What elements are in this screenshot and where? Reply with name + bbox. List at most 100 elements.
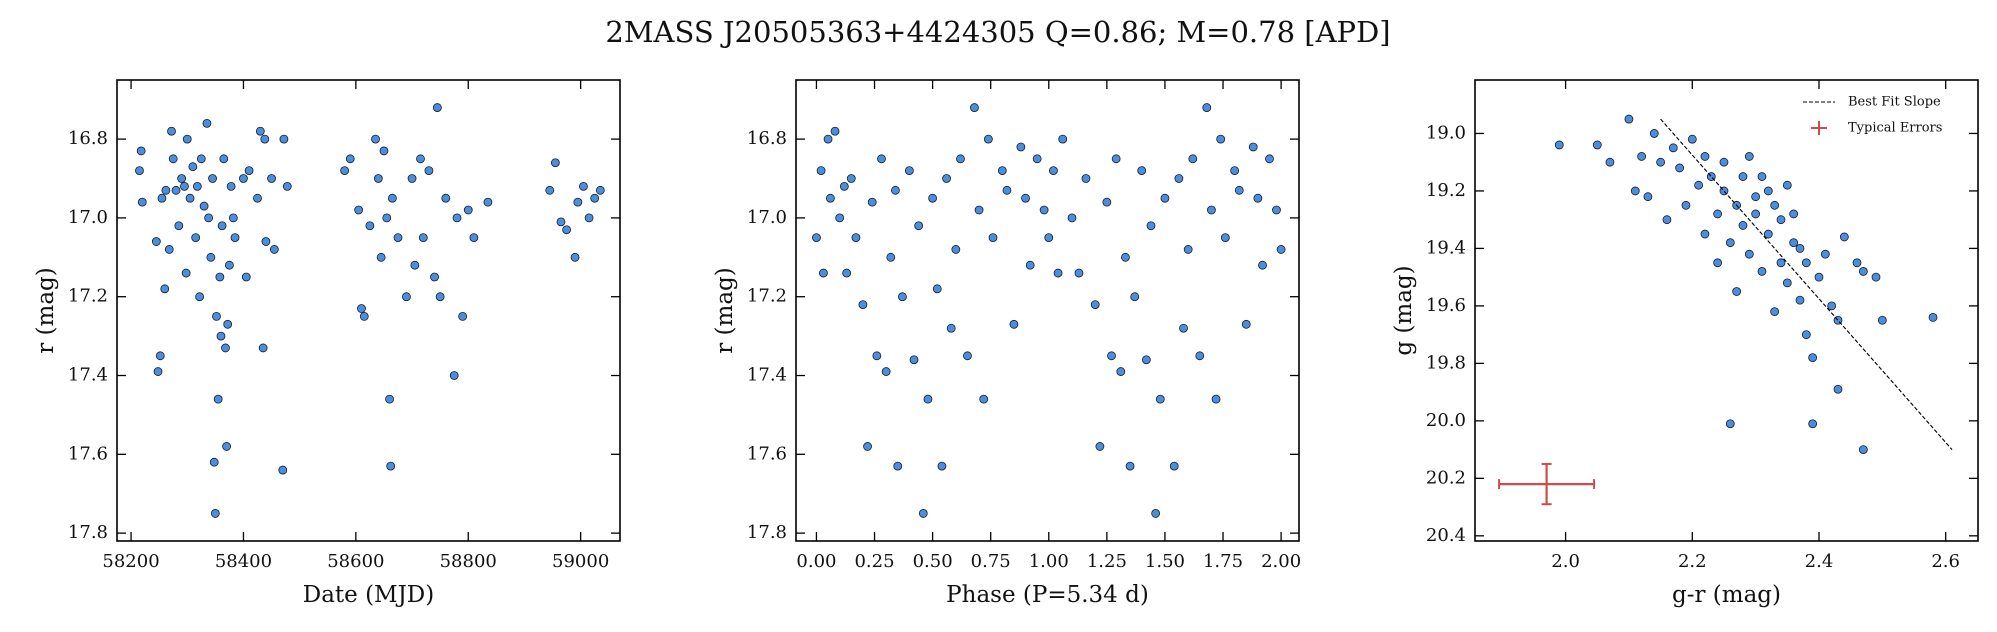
- point: [1789, 238, 1799, 248]
- point: [354, 205, 364, 215]
- point: [1814, 272, 1824, 282]
- point: [215, 272, 225, 282]
- point: [942, 174, 951, 183]
- point: [1656, 157, 1666, 167]
- point: [244, 166, 254, 176]
- point: [1732, 287, 1742, 296]
- point: [914, 221, 924, 231]
- point: [402, 292, 411, 302]
- point: [1276, 245, 1286, 254]
- point: [1776, 258, 1786, 268]
- point: [970, 103, 979, 112]
- point: [893, 461, 903, 471]
- point: [188, 162, 198, 172]
- point: [988, 233, 998, 243]
- point: [376, 252, 386, 262]
- point: [891, 185, 900, 195]
- point: [550, 158, 560, 168]
- x-tick-label: 58800: [440, 551, 497, 572]
- point: [1738, 221, 1748, 230]
- point: [192, 181, 202, 191]
- point: [345, 154, 355, 164]
- y-axis-label: r (mag): [33, 267, 59, 354]
- point: [1605, 157, 1615, 167]
- x-tick-label: 2.2: [1678, 551, 1707, 572]
- point: [1763, 186, 1773, 196]
- point: [216, 331, 226, 341]
- point: [1751, 209, 1761, 219]
- point: [1852, 258, 1862, 268]
- point: [151, 237, 161, 246]
- point: [357, 304, 366, 313]
- x-axis-label: g-r (mag): [1672, 582, 1781, 608]
- point: [483, 197, 493, 207]
- point: [1592, 140, 1602, 150]
- y-tick-label: 17.2: [68, 286, 108, 307]
- point: [174, 221, 184, 231]
- point: [1719, 157, 1729, 167]
- point: [877, 154, 886, 164]
- point: [932, 284, 942, 294]
- point: [1151, 509, 1161, 518]
- point: [365, 221, 375, 231]
- point: [204, 213, 214, 223]
- x-tick-label: 59000: [552, 551, 609, 572]
- point: [202, 118, 212, 128]
- point: [1102, 197, 1112, 207]
- point: [1643, 192, 1653, 202]
- x-tick-label: 1.25: [1087, 551, 1127, 572]
- x-tick-label: 2.4: [1805, 551, 1834, 572]
- point: [823, 134, 833, 144]
- point: [1833, 384, 1843, 394]
- point: [180, 181, 189, 191]
- point: [1554, 140, 1564, 150]
- point: [182, 134, 192, 144]
- point: [835, 213, 845, 223]
- y-tick-label: 17.0: [747, 207, 787, 228]
- point: [1757, 172, 1767, 181]
- point: [153, 367, 163, 376]
- point: [863, 442, 872, 451]
- point: [1130, 292, 1140, 302]
- point: [1258, 260, 1267, 270]
- point: [340, 166, 350, 176]
- point: [267, 174, 276, 183]
- x-tick-label: 0.00: [796, 551, 836, 572]
- point: [1141, 355, 1151, 365]
- point: [1044, 233, 1054, 243]
- point: [137, 197, 147, 207]
- point: [918, 509, 928, 518]
- point: [269, 245, 279, 254]
- point: [393, 233, 403, 243]
- point: [909, 355, 919, 365]
- x-axis-label: Phase (P=5.34 d): [946, 582, 1149, 608]
- point: [255, 126, 265, 136]
- y-tick-label: 19.8: [1426, 352, 1466, 373]
- point: [579, 181, 588, 191]
- point: [258, 343, 268, 353]
- point: [185, 193, 195, 203]
- point: [452, 213, 462, 223]
- point: [1725, 238, 1735, 248]
- point: [171, 185, 181, 195]
- point: [228, 213, 238, 223]
- point: [1744, 249, 1754, 259]
- point: [974, 205, 984, 215]
- point: [1757, 267, 1767, 276]
- point: [199, 201, 209, 211]
- point: [441, 193, 451, 203]
- y-tick-label: 17.8: [68, 522, 108, 543]
- y-tick-label: 17.2: [747, 286, 787, 307]
- point: [213, 394, 223, 404]
- point: [1820, 249, 1830, 259]
- point: [573, 197, 583, 207]
- point: [1808, 353, 1818, 363]
- point: [904, 166, 914, 176]
- point: [430, 272, 439, 282]
- point: [851, 233, 861, 243]
- point: [196, 154, 206, 164]
- point: [195, 292, 205, 302]
- point: [1928, 312, 1938, 322]
- y-tick-label: 17.8: [747, 522, 787, 543]
